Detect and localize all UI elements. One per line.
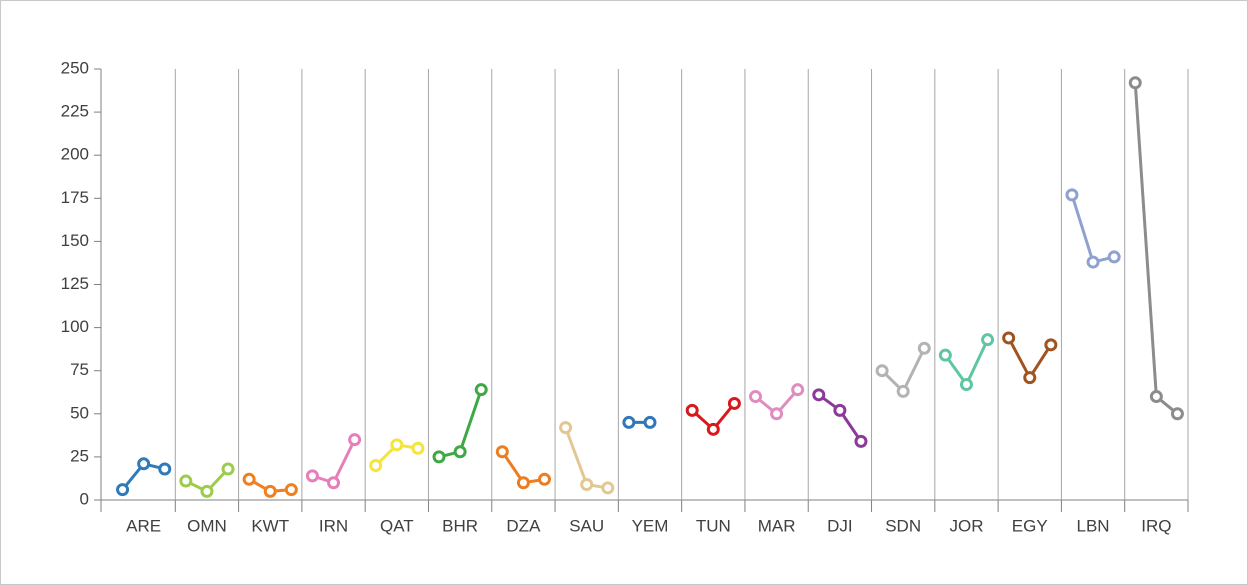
point xyxy=(896,384,910,398)
point xyxy=(453,445,467,459)
point xyxy=(981,333,995,347)
x-tick-label: JOR xyxy=(949,516,983,535)
point xyxy=(875,364,889,378)
point xyxy=(727,396,741,410)
point xyxy=(770,407,784,421)
x-tick-label: DJI xyxy=(827,516,853,535)
point xyxy=(516,476,530,490)
point xyxy=(242,472,256,486)
point xyxy=(158,462,172,476)
point xyxy=(1128,76,1142,90)
x-tick-label: EGY xyxy=(1012,516,1048,535)
point xyxy=(854,434,868,448)
point xyxy=(263,484,277,498)
point xyxy=(369,459,383,473)
point xyxy=(706,422,720,436)
x-tick-label: ARE xyxy=(126,516,161,535)
x-tick-label: QAT xyxy=(380,516,414,535)
y-tick-label: 125 xyxy=(61,274,89,293)
point xyxy=(1023,371,1037,385)
point xyxy=(411,441,425,455)
x-tick-label: SAU xyxy=(569,516,604,535)
y-tick-label: 150 xyxy=(61,231,89,250)
point xyxy=(305,469,319,483)
y-tick-label: 25 xyxy=(70,446,89,465)
point xyxy=(622,415,636,429)
point xyxy=(917,341,931,355)
point xyxy=(1002,331,1016,345)
point xyxy=(643,415,657,429)
x-tick-label: YEM xyxy=(632,516,669,535)
point xyxy=(580,477,594,491)
point xyxy=(1044,338,1058,352)
point xyxy=(474,383,488,397)
y-tick-label: 0 xyxy=(80,489,89,508)
point xyxy=(938,348,952,362)
point xyxy=(1107,250,1121,264)
point xyxy=(495,445,509,459)
point xyxy=(432,450,446,464)
point xyxy=(348,433,362,447)
x-tick-label: KWT xyxy=(251,516,289,535)
point xyxy=(559,421,573,435)
y-tick-label: 50 xyxy=(70,403,89,422)
x-tick-label: LBN xyxy=(1077,516,1110,535)
point xyxy=(538,472,552,486)
point xyxy=(116,483,130,497)
point xyxy=(1065,188,1079,202)
x-tick-label: IRN xyxy=(319,516,348,535)
x-tick-label: SDN xyxy=(885,516,921,535)
y-tick-label: 225 xyxy=(61,102,89,121)
y-tick-label: 250 xyxy=(61,58,89,77)
point xyxy=(1086,255,1100,269)
point xyxy=(137,457,151,471)
x-tick-label: MAR xyxy=(758,516,796,535)
x-tick-label: TUN xyxy=(696,516,731,535)
point xyxy=(601,481,615,495)
point xyxy=(179,474,193,488)
x-tick-label: IRQ xyxy=(1141,516,1171,535)
point xyxy=(748,390,762,404)
point xyxy=(284,483,298,497)
point xyxy=(390,438,404,452)
point xyxy=(833,403,847,417)
point xyxy=(221,462,235,476)
point xyxy=(685,403,699,417)
point xyxy=(959,377,973,391)
point xyxy=(327,476,341,490)
y-tick-label: 200 xyxy=(61,145,89,164)
point xyxy=(812,388,826,402)
y-tick-label: 75 xyxy=(70,360,89,379)
y-tick-label: 175 xyxy=(61,188,89,207)
point xyxy=(1149,390,1163,404)
point xyxy=(1170,407,1184,421)
point xyxy=(200,484,214,498)
x-tick-label: BHR xyxy=(442,516,478,535)
x-tick-label: DZA xyxy=(506,516,541,535)
y-tick-label: 100 xyxy=(61,317,89,336)
point xyxy=(791,383,805,397)
x-tick-label: OMN xyxy=(187,516,227,535)
